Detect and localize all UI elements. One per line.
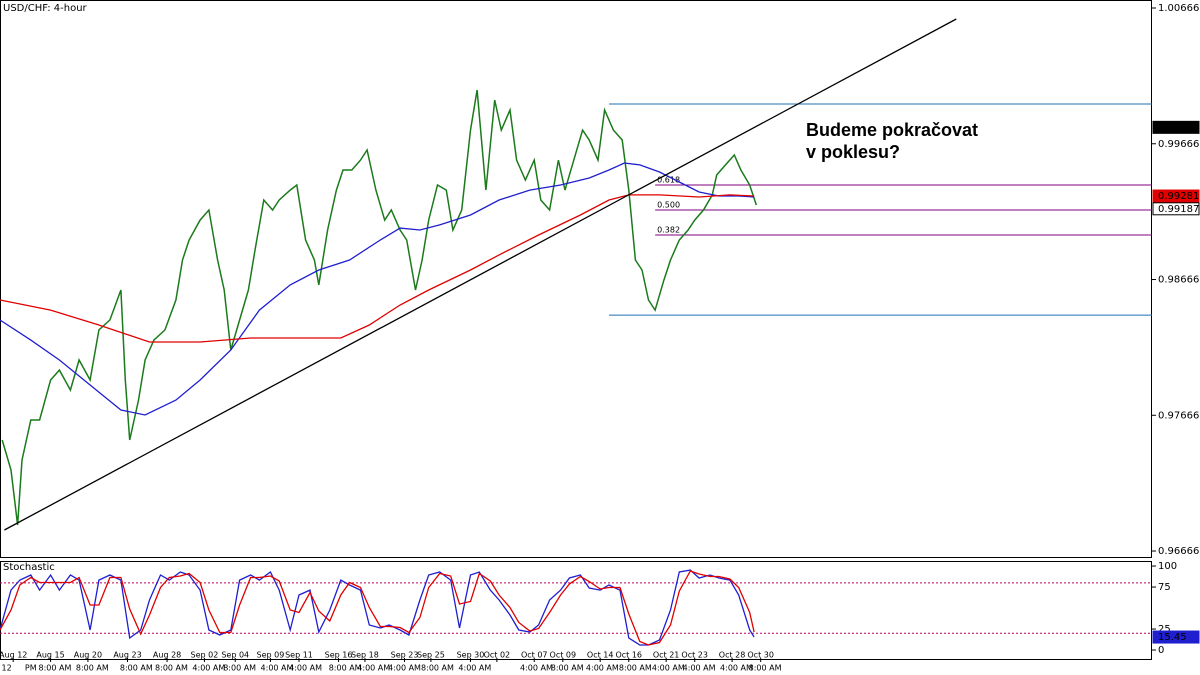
chart-title: USD/CHF: 4-hour bbox=[3, 3, 88, 14]
price-tag bbox=[1152, 189, 1200, 203]
x-tick-label: 8:00 AM bbox=[749, 664, 782, 673]
stochastic-pane bbox=[0, 561, 1152, 660]
price-tag-label: 0.99187 bbox=[1158, 204, 1199, 215]
price-tag-label: 15.45 bbox=[1158, 632, 1187, 643]
x-tick-label: Sep 11 bbox=[285, 651, 313, 660]
price-tag bbox=[1152, 120, 1200, 134]
x-tick-label: 4:00 AM bbox=[388, 664, 421, 673]
y-tick-label: 0.96666 bbox=[1158, 546, 1199, 557]
x-tick-label: 8:00 AM bbox=[120, 664, 153, 673]
x-tick-label: 4:00 AM bbox=[192, 664, 225, 673]
x-tick-label: Oct 16 bbox=[615, 651, 642, 660]
x-tick-label: 4:00 AM bbox=[289, 664, 322, 673]
y-tick-label: 0.99666 bbox=[1158, 139, 1199, 150]
series-line bbox=[0, 570, 755, 646]
annotation: v poklesu? bbox=[806, 142, 900, 162]
x-tick-label: 4:00 AM bbox=[458, 664, 491, 673]
x-tick-label: 8:00 AM bbox=[421, 664, 454, 673]
x-tick-label: Sep 23 bbox=[391, 651, 419, 660]
x-tick-label: Sep 09 bbox=[257, 651, 285, 660]
x-tick-label: 4:00 AM bbox=[720, 664, 753, 673]
y-tick-label: 0 bbox=[1158, 645, 1164, 656]
price-tag bbox=[1152, 202, 1200, 216]
series-line bbox=[4, 18, 957, 531]
x-tick-label: 4:00 AM bbox=[357, 664, 390, 673]
x-tick-label: Sep 25 bbox=[417, 651, 445, 660]
x-tick-label: 8:00 AM bbox=[39, 664, 72, 673]
x-tick-label: Aug 28 bbox=[153, 651, 181, 660]
x-tick-label: Sep 18 bbox=[351, 651, 379, 660]
x-tick-label: Oct 28 bbox=[719, 651, 746, 660]
x-tick-label: 8:00 AM bbox=[76, 664, 109, 673]
series-line bbox=[0, 162, 755, 416]
x-tick-label: 8:00 AM bbox=[223, 664, 256, 673]
price-tag-label: 0.99787 bbox=[1158, 122, 1199, 133]
main-pane bbox=[0, 0, 1152, 558]
series-line bbox=[0, 569, 755, 646]
x-tick-label: 4:00 AM bbox=[586, 664, 619, 673]
x-tick-label: Aug 20 bbox=[74, 651, 102, 660]
indicator-title: Stochastic bbox=[3, 562, 55, 573]
annotation: Budeme pokračovat bbox=[806, 120, 978, 140]
y-tick-label: 0.97666 bbox=[1158, 410, 1199, 421]
x-tick-label: Sep 02 bbox=[191, 651, 219, 660]
x-tick-label: Oct 07 bbox=[521, 651, 548, 660]
x-tick-label: 4:00 AM bbox=[683, 664, 716, 673]
series-line bbox=[0, 194, 755, 343]
x-tick-label: 8:00 AM bbox=[619, 664, 652, 673]
x-tick-label: 4:00 AM bbox=[261, 664, 294, 673]
y-tick-label: 75 bbox=[1158, 582, 1171, 593]
x-tick-label: Oct 09 bbox=[550, 651, 577, 660]
x-tick-label: Aug 15 bbox=[36, 651, 64, 660]
y-tick-label: 25 bbox=[1158, 624, 1171, 635]
x-tick-label: Oct 21 bbox=[653, 651, 680, 660]
y-tick-label: 1.00666 bbox=[1158, 3, 1199, 14]
x-tick-label: Oct 30 bbox=[747, 651, 774, 660]
price-tag-label: 0.99281 bbox=[1158, 191, 1199, 202]
x-tick-label: Aug 23 bbox=[113, 651, 141, 660]
x-tick-label: Aug 12 bbox=[0, 651, 27, 660]
x-tick-label: Oct 02 bbox=[484, 651, 511, 660]
x-tick-label: Sep 30 bbox=[457, 651, 485, 660]
y-tick-label: 100 bbox=[1158, 561, 1177, 572]
x-tick-label: 8:00 AM bbox=[329, 664, 362, 673]
x-tick-label: Sep 04 bbox=[221, 651, 249, 660]
y-tick-label: 0.98666 bbox=[1158, 275, 1199, 286]
fib-label: 0.618 bbox=[657, 176, 680, 185]
x-tick-label: 12 bbox=[2, 664, 12, 673]
x-tick-label: Oct 23 bbox=[681, 651, 708, 660]
x-tick-label: PM bbox=[25, 664, 37, 673]
series-line bbox=[1, 89, 758, 526]
price-tag bbox=[1152, 630, 1200, 644]
x-tick-label: 4:00 AM bbox=[520, 664, 553, 673]
fib-label: 0.382 bbox=[657, 225, 680, 234]
x-tick-label: 8:00 AM bbox=[155, 664, 188, 673]
fib-label: 0.500 bbox=[657, 201, 680, 210]
x-tick-label: Sep 16 bbox=[325, 651, 353, 660]
x-tick-label: 4:00 AM bbox=[652, 664, 685, 673]
x-tick-label: Oct 14 bbox=[587, 651, 614, 660]
x-tick-label: 8:00 AM bbox=[551, 664, 584, 673]
